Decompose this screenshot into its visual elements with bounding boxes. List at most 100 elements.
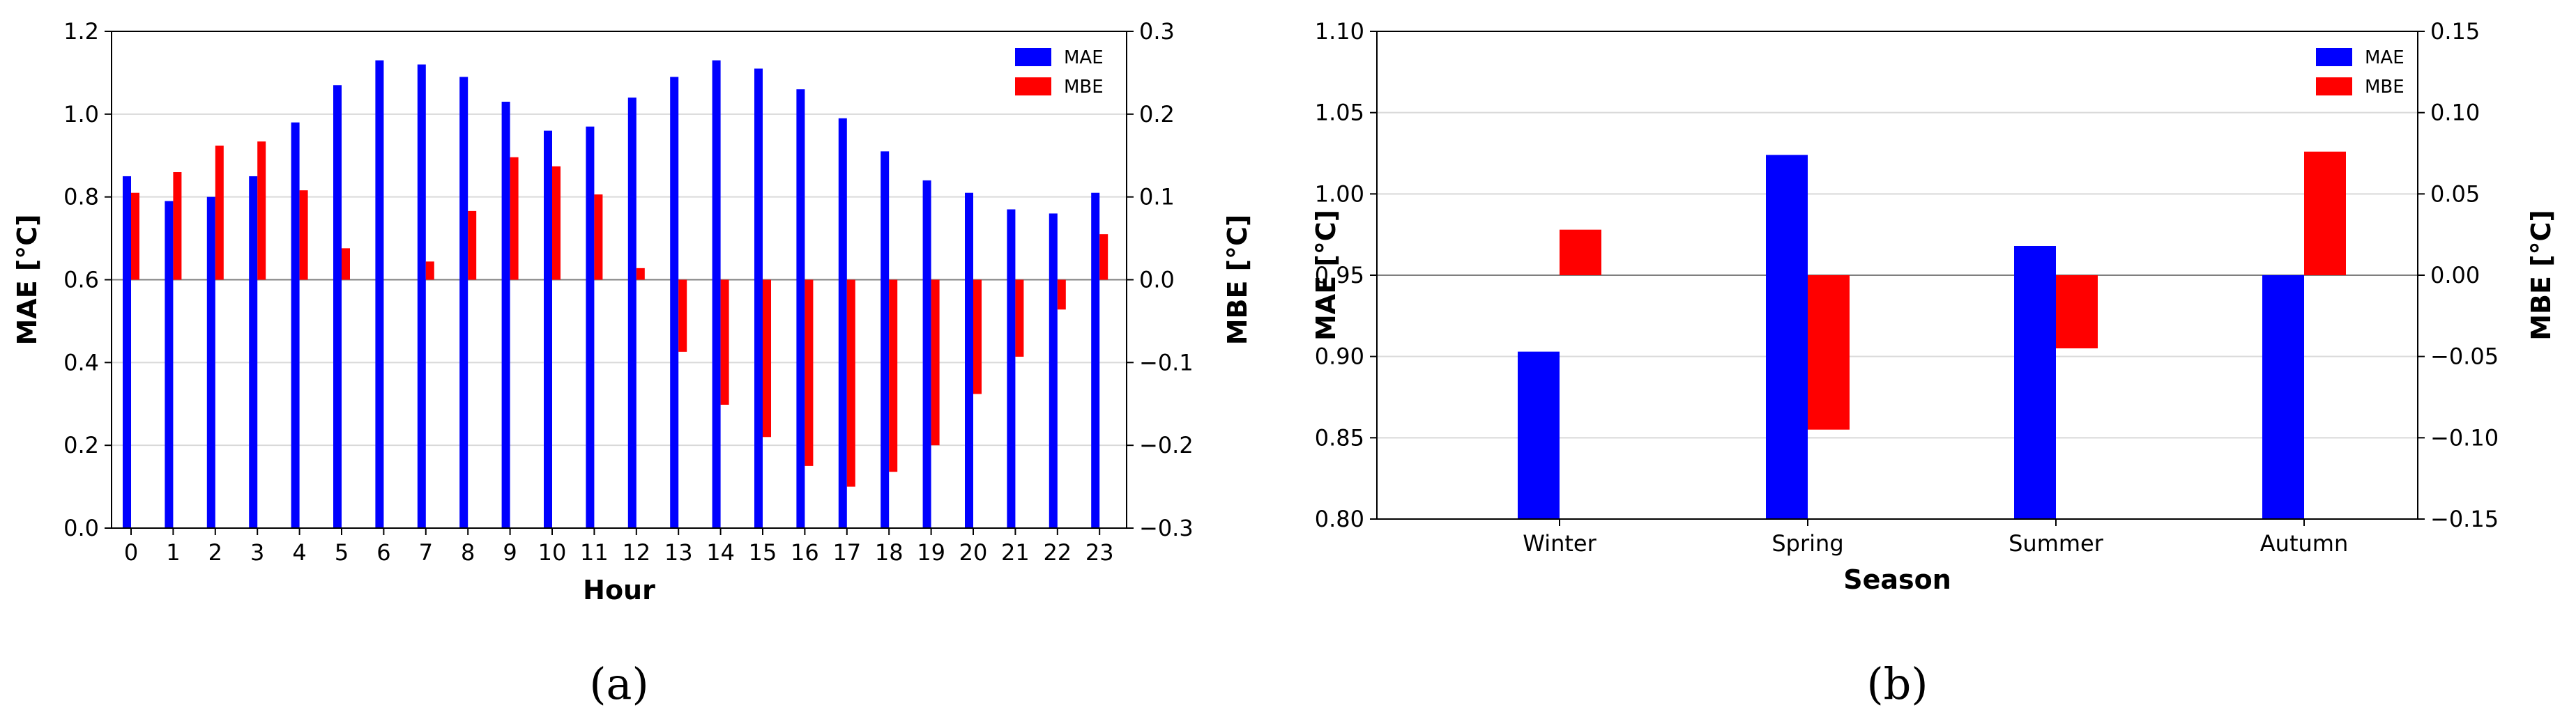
legend-mbe-swatch <box>2316 77 2352 95</box>
right-axis-tick-label: −0.10 <box>2430 424 2499 451</box>
mbe-bar <box>720 279 729 405</box>
left-axis-tick-label: 1.10 <box>1315 18 1364 45</box>
mbe-bar <box>215 145 224 280</box>
mbe-bar <box>257 141 266 280</box>
x-axis-tick-label: 1 <box>166 539 180 566</box>
x-axis-tick-label: Spring <box>1771 530 1843 557</box>
mbe-bar <box>1808 275 1850 430</box>
legend-mbe-label: MBE <box>1064 77 1104 98</box>
mae-bar <box>627 98 637 529</box>
x-axis-tick-label: 8 <box>461 539 475 566</box>
legend-mae-swatch <box>1015 48 1051 66</box>
left-axis-tick-label: 0.85 <box>1315 424 1364 451</box>
mae-bar <box>1049 213 1058 528</box>
mae-bar <box>712 60 721 528</box>
mae-bar <box>333 85 342 528</box>
right-axis-tick-label: 0.1 <box>1139 184 1175 210</box>
mae-bar <box>754 68 763 529</box>
mbe-bar <box>636 268 645 280</box>
right-axis-tick-label: 0.10 <box>2430 100 2480 126</box>
x-axis-tick-label: 2 <box>208 539 222 566</box>
mae-bar <box>206 196 215 528</box>
left-axis-tick-label: 0.8 <box>63 184 99 210</box>
mae-bar <box>1007 209 1016 528</box>
x-axis-tick-label: 5 <box>335 539 349 566</box>
mbe-bar <box>805 279 814 466</box>
mbe-bar <box>1560 229 1601 275</box>
x-axis-tick-label: 13 <box>664 539 693 566</box>
x-axis-tick-label: 17 <box>832 539 861 566</box>
x-axis-tick-label: 23 <box>1085 539 1114 566</box>
right-axis-tick-label: −0.05 <box>2430 343 2499 370</box>
mae-bar <box>459 77 468 528</box>
left-axis-tick-label: 1.0 <box>63 101 99 127</box>
left-axis-tick-label: 0.2 <box>63 432 99 458</box>
mae-bar <box>965 192 973 528</box>
right-axis-tick-label: −0.3 <box>1139 515 1194 541</box>
mae-bar <box>249 176 258 529</box>
mbe-bar <box>468 210 477 280</box>
hourly-error-chart: 0.0 0.2 0.4 0.6 0.8 1.0 1.2 −0.3 −0.2 −0.1 0.0 0.1 0… <box>12 18 1253 709</box>
left-axis-tick-label: 1.00 <box>1315 180 1364 207</box>
mbe-bar <box>763 279 771 438</box>
legend-mae-label: MAE <box>1064 47 1104 68</box>
mae-bar <box>123 176 131 529</box>
legend-mae-label: MAE <box>2365 47 2404 68</box>
right-axis-tick-label: −0.15 <box>2430 506 2499 532</box>
mae-bar <box>291 122 300 528</box>
x-axis-tick-label: 3 <box>250 539 264 566</box>
mae-bar <box>922 180 931 528</box>
mae-bar <box>838 118 847 528</box>
x-axis-tick-label: 10 <box>538 539 567 566</box>
x-axis-tick-label: 22 <box>1043 539 1072 566</box>
mbe-bar <box>1015 279 1024 357</box>
mae-bar <box>881 151 890 528</box>
x-axis-tick-label: 12 <box>622 539 650 566</box>
mae-bar <box>501 102 510 529</box>
x-axis-tick-label: 15 <box>749 539 777 566</box>
left-axis-tick-label: 0.0 <box>63 515 99 541</box>
mae-bar <box>586 126 595 529</box>
legend-mbe-label: MBE <box>2365 77 2404 98</box>
mae-bar <box>1766 155 1808 520</box>
x-axis-tick-label: 16 <box>791 539 819 566</box>
mbe-bar <box>2304 151 2346 275</box>
mae-bar <box>796 89 805 528</box>
right-axis-tick-label: −0.2 <box>1139 432 1194 458</box>
mbe-bar <box>2056 275 2098 348</box>
right-axis-tick-label: 0.15 <box>2430 18 2480 45</box>
x-axis-tick-label: Summer <box>2009 530 2104 557</box>
right-axis-tick-label: −0.1 <box>1139 349 1194 376</box>
x-axis-tick-label: 21 <box>1001 539 1030 566</box>
left-axis-tick-label: 0.80 <box>1315 506 1364 532</box>
x-axis-tick-label: 14 <box>706 539 735 566</box>
x-axis-tick-label: 19 <box>917 539 945 566</box>
x-axis-tick-label: Winter <box>1523 530 1596 557</box>
x-axis-tick-label: 18 <box>875 539 904 566</box>
x-axis-title: Season <box>1843 564 1951 595</box>
mae-bar <box>1091 192 1100 528</box>
mbe-bar <box>1057 279 1066 310</box>
mae-bar <box>165 201 174 528</box>
left-axis-title: MAE [°C] <box>12 214 43 345</box>
mbe-bar <box>594 194 603 280</box>
x-axis-tick-label: 7 <box>419 539 433 566</box>
right-axis-title: MBE [°C] <box>2526 210 2556 341</box>
panel-label: (a) <box>589 658 648 709</box>
mbe-bar <box>552 166 561 280</box>
right-axis-tick-label: 0.05 <box>2430 180 2480 207</box>
x-axis-tick-label: 6 <box>376 539 390 566</box>
mae-bar <box>544 130 552 529</box>
mae-bar <box>1518 351 1560 519</box>
x-axis-tick-label: 4 <box>292 539 306 566</box>
mae-bar <box>2262 275 2304 519</box>
left-axis-tick-label: 0.4 <box>63 349 99 376</box>
mbe-bar <box>846 279 855 487</box>
right-axis-tick-label: 0.0 <box>1139 267 1175 293</box>
left-axis-tick-label: 0.95 <box>1315 262 1364 288</box>
mbe-bar <box>510 157 519 280</box>
mbe-bar <box>299 190 308 280</box>
mbe-bar <box>425 261 434 280</box>
mbe-bar <box>931 279 940 446</box>
